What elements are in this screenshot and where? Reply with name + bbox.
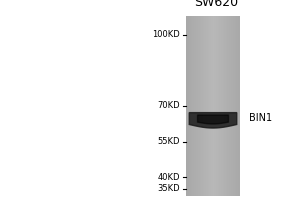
Bar — [225, 16, 226, 196]
Bar — [232, 16, 233, 196]
Bar — [226, 16, 227, 196]
Bar — [228, 16, 229, 196]
Bar — [239, 16, 240, 196]
Text: 100KD: 100KD — [152, 30, 180, 39]
Bar — [188, 16, 189, 196]
Bar — [236, 16, 237, 196]
Bar — [200, 16, 201, 196]
Bar — [206, 16, 207, 196]
Bar — [218, 16, 219, 196]
Bar — [190, 16, 191, 196]
Bar — [219, 16, 220, 196]
Bar — [224, 16, 225, 196]
Bar — [191, 16, 192, 196]
Bar — [211, 16, 212, 196]
Bar — [231, 16, 232, 196]
Bar — [192, 16, 193, 196]
Bar — [205, 16, 206, 196]
Text: 40KD: 40KD — [158, 173, 180, 182]
Bar — [233, 16, 234, 196]
Bar — [207, 16, 208, 196]
Bar — [210, 16, 211, 196]
Bar — [204, 16, 205, 196]
Bar — [194, 16, 195, 196]
Text: BIN1: BIN1 — [249, 113, 272, 123]
Bar — [196, 16, 197, 196]
Bar — [237, 16, 238, 196]
Bar — [238, 16, 239, 196]
Bar — [214, 16, 215, 196]
Text: SW620: SW620 — [194, 0, 238, 9]
Bar — [227, 16, 228, 196]
Bar — [215, 16, 216, 196]
Bar — [213, 16, 214, 196]
Bar — [195, 16, 196, 196]
Bar — [221, 16, 222, 196]
Bar — [197, 16, 198, 196]
Polygon shape — [189, 113, 237, 128]
Bar — [201, 16, 202, 196]
Bar — [202, 16, 203, 196]
Bar — [186, 16, 187, 196]
Text: 35KD: 35KD — [158, 184, 180, 193]
Bar — [222, 16, 223, 196]
Bar — [187, 16, 188, 196]
Bar — [189, 16, 190, 196]
Text: 70KD: 70KD — [158, 102, 180, 110]
Bar — [234, 16, 235, 196]
Bar — [217, 16, 218, 196]
Polygon shape — [198, 115, 228, 124]
Bar — [209, 16, 210, 196]
Bar — [223, 16, 224, 196]
Bar — [198, 16, 199, 196]
Bar — [199, 16, 200, 196]
Bar — [230, 16, 231, 196]
Bar — [203, 16, 204, 196]
Bar — [193, 16, 194, 196]
Bar — [208, 16, 209, 196]
Bar — [220, 16, 221, 196]
Text: 55KD: 55KD — [158, 137, 180, 146]
Bar — [229, 16, 230, 196]
Bar — [212, 16, 213, 196]
Bar — [216, 16, 217, 196]
Bar — [235, 16, 236, 196]
